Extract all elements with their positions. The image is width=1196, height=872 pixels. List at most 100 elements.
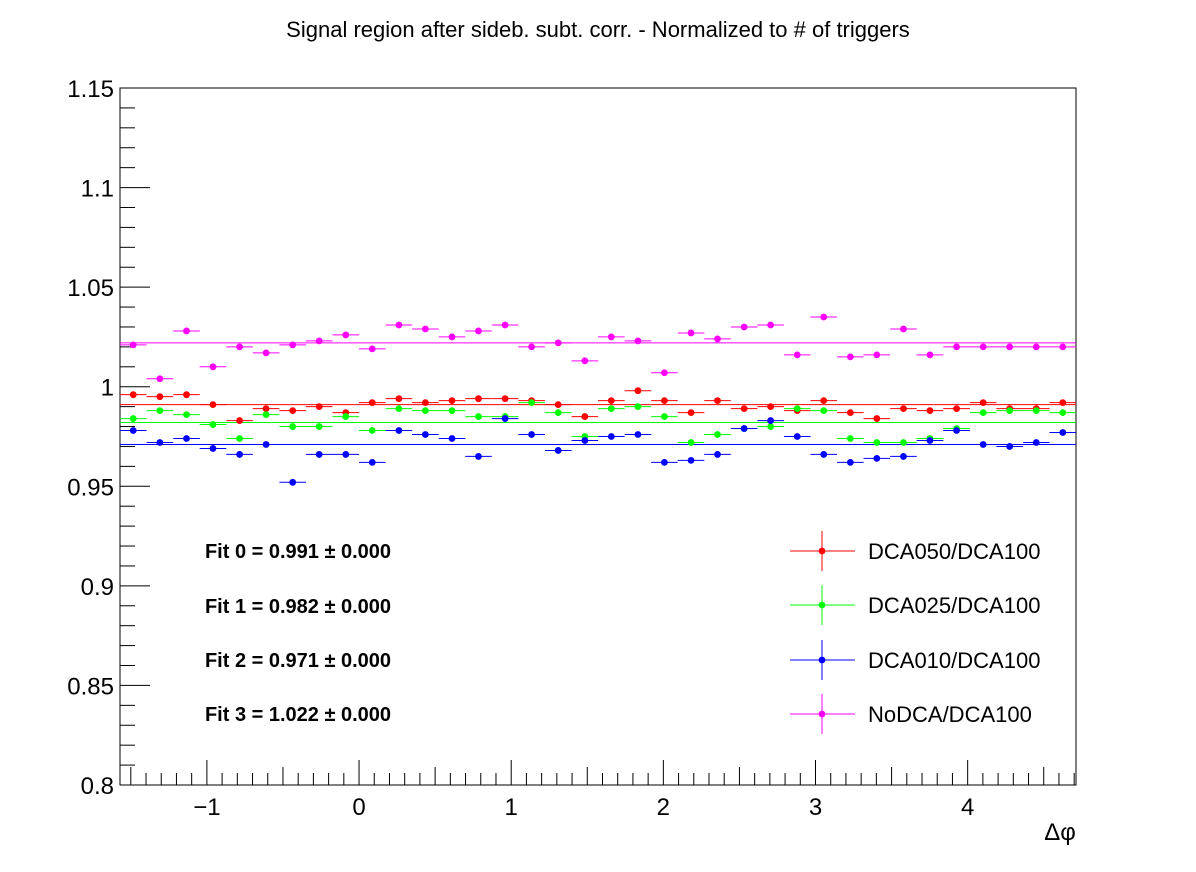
data-point — [1059, 343, 1067, 351]
y-tick-label: 0.85 — [67, 673, 114, 700]
data-point — [289, 407, 297, 415]
data-point — [1006, 343, 1014, 351]
data-point — [661, 397, 668, 405]
data-point — [209, 363, 217, 371]
data-point — [368, 345, 376, 353]
data-point — [926, 437, 934, 444]
data-point — [395, 321, 403, 329]
data-point — [661, 369, 668, 377]
data-point — [740, 323, 748, 331]
data-point — [979, 409, 987, 417]
data-point — [634, 337, 642, 345]
data-point — [1032, 343, 1040, 351]
data-point — [395, 405, 403, 413]
data-point — [1032, 407, 1040, 415]
data-point — [1032, 439, 1040, 446]
data-point — [1006, 407, 1014, 415]
data-point — [900, 439, 907, 446]
data-point — [953, 405, 960, 413]
fit-annotation: Fit 3 = 1.022 ± 0.000 — [205, 704, 391, 726]
data-point — [661, 413, 668, 420]
data-series — [119, 387, 1077, 424]
data-point — [581, 357, 589, 365]
data-point — [156, 407, 164, 415]
y-tick-label: 1.15 — [67, 76, 114, 103]
data-point — [873, 455, 881, 462]
data-point — [501, 395, 509, 403]
data-point — [607, 397, 615, 405]
fit-annotation: Fit 1 = 0.982 ± 0.000 — [205, 596, 391, 618]
data-point — [262, 411, 270, 418]
data-point — [528, 399, 535, 407]
x-tick-label: 3 — [809, 794, 822, 821]
legend-marker — [818, 547, 826, 555]
data-point — [714, 431, 721, 438]
data-point — [501, 415, 509, 422]
data-point — [421, 407, 429, 415]
x-tick-label: 1 — [505, 794, 518, 821]
data-point — [820, 407, 828, 415]
x-axis-label: Δφ — [1044, 819, 1076, 846]
data-point — [421, 325, 429, 333]
chart-title: Signal region after sideb. subt. corr. -… — [286, 17, 910, 42]
x-tick-label: 0 — [352, 794, 365, 821]
data-point — [156, 375, 164, 383]
data-point — [236, 435, 243, 442]
data-point — [315, 337, 323, 345]
data-point — [714, 335, 721, 343]
fit-annotation: Fit 0 = 0.991 ± 0.000 — [205, 541, 391, 563]
data-point — [262, 441, 270, 448]
data-series — [119, 313, 1077, 383]
x-tick-label: 4 — [961, 794, 974, 821]
data-point — [926, 351, 934, 359]
data-point — [607, 433, 615, 440]
data-point — [1006, 443, 1014, 450]
plot-frame — [119, 87, 1077, 786]
data-point — [183, 435, 190, 442]
legend-entry: DCA010/DCA100 — [790, 640, 1040, 680]
data-point — [395, 427, 403, 434]
data-point — [767, 321, 775, 329]
data-point — [129, 341, 137, 349]
data-point — [846, 435, 854, 442]
legend-marker — [818, 710, 826, 718]
data-point — [953, 343, 960, 351]
data-point — [554, 409, 562, 417]
data-point — [183, 391, 190, 399]
data-point — [634, 403, 642, 411]
data-point — [289, 478, 297, 486]
data-point — [129, 415, 137, 422]
data-point — [873, 439, 881, 446]
data-point — [554, 401, 562, 409]
data-point — [475, 413, 482, 420]
data-point — [714, 397, 721, 405]
data-point — [475, 327, 482, 335]
y-tick-label: 0.95 — [67, 474, 114, 501]
data-point — [820, 451, 828, 458]
legend-label: DCA050/DCA100 — [868, 539, 1040, 564]
data-point — [661, 458, 668, 466]
data-point — [528, 343, 535, 351]
data-point — [475, 395, 482, 403]
data-point — [448, 397, 456, 405]
data-point — [634, 387, 642, 395]
x-tick-label: 2 — [657, 794, 670, 821]
legend-entry: NoDCA/DCA100 — [790, 694, 1032, 734]
data-point — [820, 397, 828, 405]
data-point — [793, 351, 801, 359]
data-point — [262, 405, 270, 413]
data-point — [900, 453, 907, 460]
y-tick-label: 1.1 — [81, 176, 114, 203]
data-point — [368, 399, 376, 407]
data-point — [634, 431, 642, 438]
data-point — [926, 407, 934, 415]
data-point — [289, 423, 297, 430]
legend-label: DCA010/DCA100 — [868, 648, 1040, 673]
data-point — [342, 413, 350, 420]
data-point — [368, 427, 376, 434]
data-point — [793, 405, 801, 413]
data-series — [119, 415, 1077, 486]
y-tick-label: 1 — [101, 375, 114, 402]
data-point — [846, 353, 854, 361]
